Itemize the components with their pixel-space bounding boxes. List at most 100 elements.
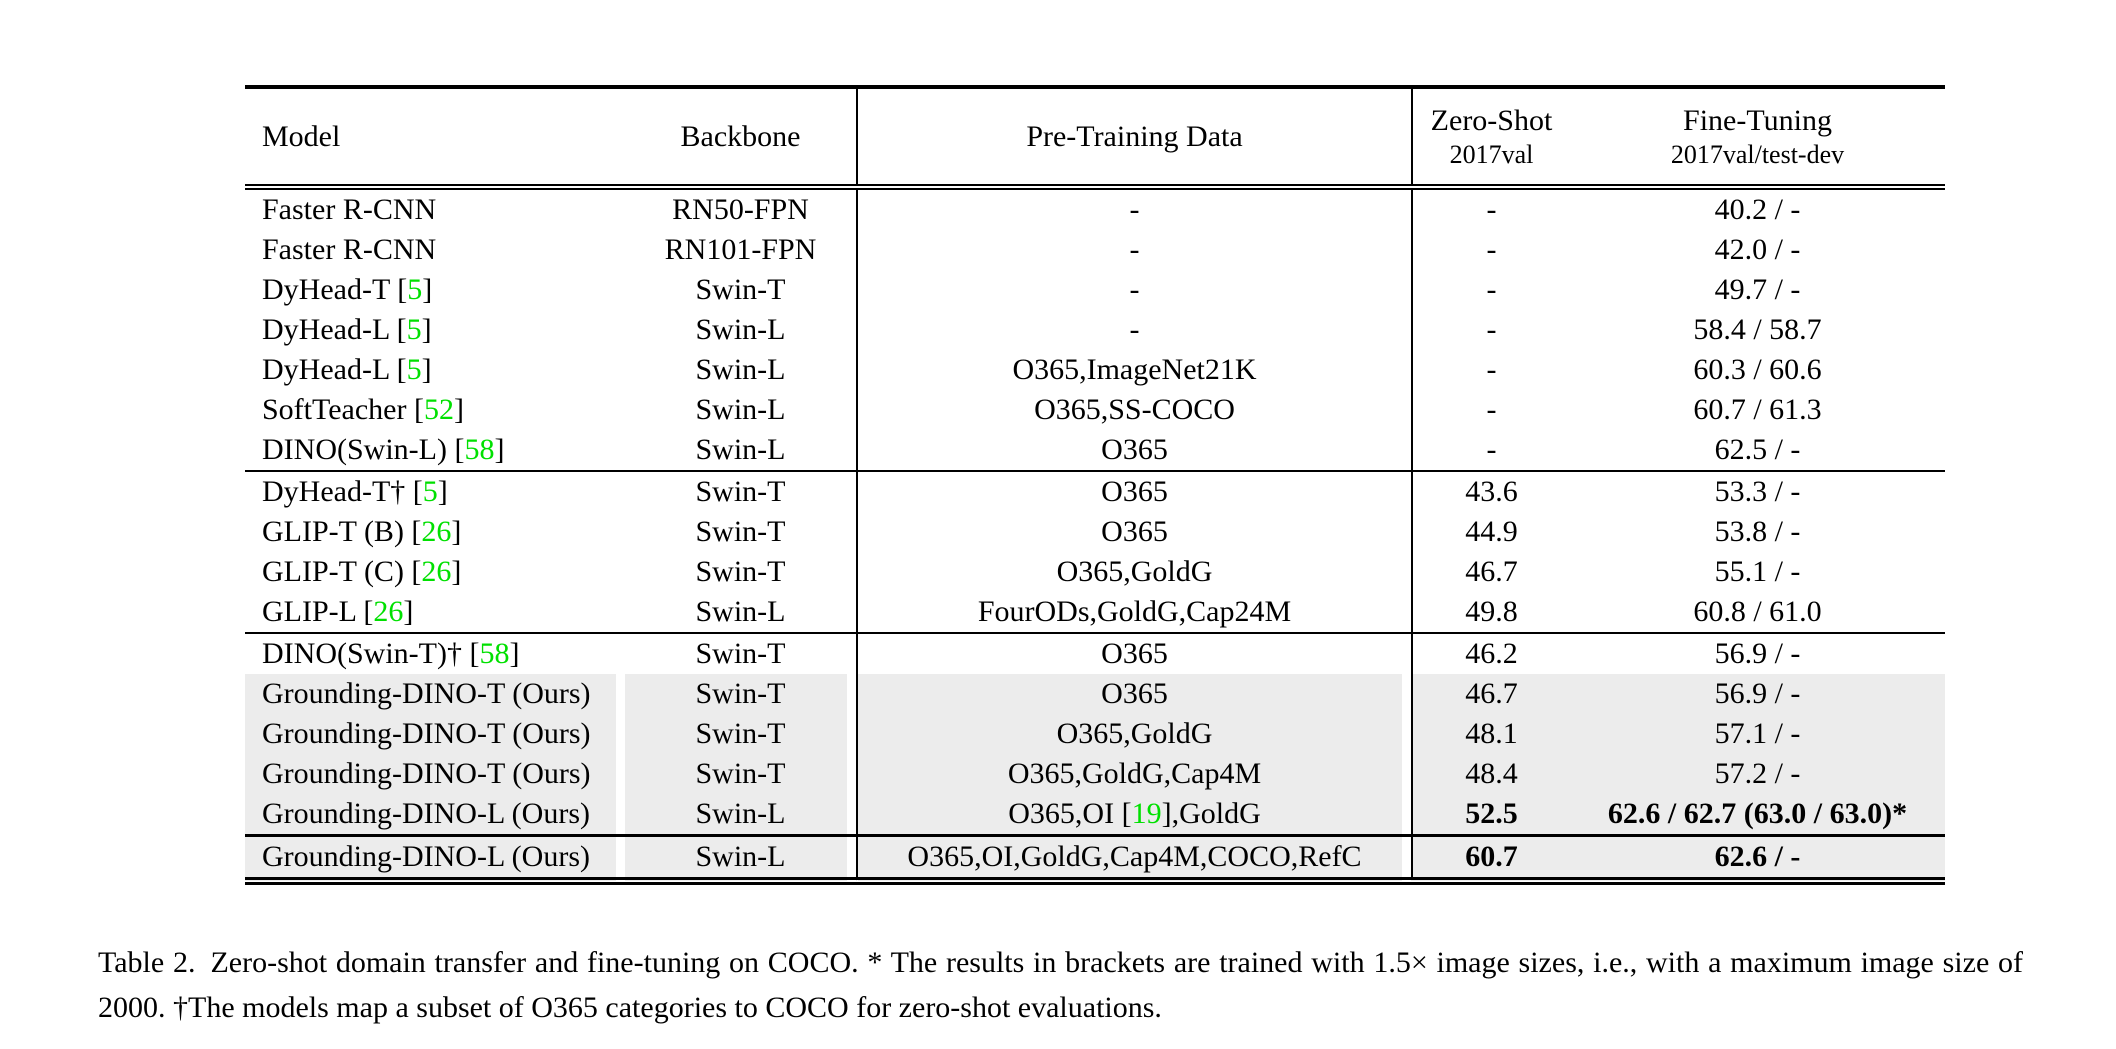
backbone-cell: Swin-L bbox=[695, 595, 786, 628]
zeroshot-cell: 46.2 bbox=[1411, 633, 1570, 674]
table-row: DyHead-L [5] Swin-L - - 58.4 / 58.7 bbox=[245, 310, 1945, 350]
citation-number: 26 bbox=[421, 555, 452, 588]
fine-tuning-sublabel: 2017val/test-dev bbox=[1670, 139, 1845, 169]
citation-number: 5 bbox=[422, 475, 438, 508]
pretrain-cell: O365 bbox=[856, 430, 1412, 471]
backbone-cell: RN101-FPN bbox=[664, 233, 817, 266]
pretrain-cell: O365,OI [19],GoldG bbox=[856, 794, 1412, 836]
pretrain-cell: O365,OI,GoldG,Cap4M,COCO,RefC bbox=[856, 835, 1412, 881]
model-cell: Grounding-DINO-L (Ours) bbox=[245, 794, 625, 836]
table-row: SoftTeacher [52] Swin-L O365,SS-COCO - 60.7 … bbox=[245, 390, 1945, 430]
model-cell: DINO(Swin-L) [58] bbox=[262, 433, 505, 466]
model-cell: DINO(Swin-T)† [58] bbox=[262, 637, 520, 670]
citation-number: 19 bbox=[1131, 797, 1162, 830]
pretrain-cell: O365,GoldG bbox=[856, 714, 1412, 754]
zero-shot-sublabel: 2017val bbox=[1449, 139, 1534, 169]
finetune-cell: 60.3 / 60.6 bbox=[1693, 353, 1822, 386]
table-row: GLIP-T (C) [26] Swin-T O365,GoldG 46.7 55.1 … bbox=[245, 552, 1945, 592]
finetune-cell: 57.2 / - bbox=[1570, 754, 1945, 794]
citation-number: 26 bbox=[373, 595, 404, 628]
model-cell: Faster R-CNN bbox=[262, 233, 437, 266]
table-row: Faster R-CNN RN50-FPN - - 40.2 / - bbox=[245, 187, 1945, 230]
model-cell: Faster R-CNN bbox=[262, 193, 437, 226]
zeroshot-cell: 48.4 bbox=[1411, 754, 1570, 794]
backbone-cell: Swin-T bbox=[625, 714, 857, 754]
backbone-cell: Swin-L bbox=[625, 794, 857, 836]
table-row: Grounding-DINO-T (Ours) Swin-T O365,GoldG 4… bbox=[245, 714, 1945, 754]
zeroshot-cell: 44.9 bbox=[1411, 512, 1570, 552]
model-cell: Grounding-DINO-T (Ours) bbox=[245, 674, 625, 714]
backbone-cell: Swin-T bbox=[625, 674, 857, 714]
column-header-fine-tuning: Fine-Tuning 2017val/test-dev bbox=[1570, 87, 1945, 187]
zeroshot-cell: - bbox=[1411, 350, 1570, 390]
pretrain-cell: O365 bbox=[856, 512, 1412, 552]
zeroshot-cell: 60.7 bbox=[1411, 835, 1570, 881]
pretrain-cell: O365 bbox=[856, 471, 1412, 512]
pretrain-cell: O365 bbox=[856, 674, 1412, 714]
zeroshot-cell: 49.8 bbox=[1411, 592, 1570, 633]
citation-number: 5 bbox=[406, 353, 422, 386]
citation-number: 5 bbox=[407, 273, 423, 306]
model-cell: SoftTeacher [52] bbox=[262, 393, 464, 426]
citation-number: 5 bbox=[406, 313, 422, 346]
backbone-cell: Swin-L bbox=[695, 313, 786, 346]
finetune-cell: 56.9 / - bbox=[1570, 674, 1945, 714]
table-row: Grounding-DINO-L (Ours) Swin-L O365,OI [19… bbox=[245, 794, 1945, 836]
pretrain-cell: O365,GoldG bbox=[856, 552, 1412, 592]
table-row: Grounding-DINO-T (Ours) Swin-T O365 46.7 56.… bbox=[245, 674, 1945, 714]
backbone-cell: Swin-L bbox=[695, 433, 786, 466]
citation-number: 26 bbox=[421, 515, 452, 548]
table-row: Faster R-CNN RN101-FPN - - 42.0 / - bbox=[245, 230, 1945, 270]
pretrain-cell: - bbox=[856, 270, 1412, 310]
pretrain-cell: O365 bbox=[856, 633, 1412, 674]
citation-number: 58 bbox=[479, 637, 510, 670]
zeroshot-cell: 46.7 bbox=[1411, 674, 1570, 714]
zeroshot-cell: - bbox=[1411, 270, 1570, 310]
table-header: Model Backbone Pre-Training Data Zero-Sh… bbox=[245, 87, 1945, 187]
table-section-zero-shot-transfer-baselines: DyHead-T† [5] Swin-T O365 43.6 53.3 / - GLIP-… bbox=[245, 471, 1945, 633]
pretrain-cell: O365,ImageNet21K bbox=[856, 350, 1412, 390]
backbone-cell: Swin-L bbox=[695, 353, 786, 386]
finetune-cell: 57.1 / - bbox=[1570, 714, 1945, 754]
model-cell: DyHead-T† [5] bbox=[262, 475, 448, 508]
pretrain-cell: - bbox=[856, 310, 1412, 350]
model-cell: DyHead-L [5] bbox=[262, 313, 432, 346]
table-row: DINO(Swin-L) [58] Swin-L O365- 62.5 / - bbox=[245, 430, 1945, 471]
results-table: Model Backbone Pre-Training Data Zero-Sh… bbox=[245, 85, 1945, 885]
table-row: GLIP-L [26] Swin-L FourODs,GoldG,Cap24M 49.… bbox=[245, 592, 1945, 633]
finetune-cell: 49.7 / - bbox=[1714, 273, 1801, 306]
model-cell: GLIP-L [26] bbox=[262, 595, 414, 628]
backbone-cell: RN50-FPN bbox=[672, 193, 809, 226]
finetune-cell: 62.6 / 62.7 (63.0 / 63.0)* bbox=[1570, 794, 1945, 836]
backbone-cell: Swin-T bbox=[695, 555, 786, 588]
zeroshot-cell: - bbox=[1411, 230, 1570, 270]
model-cell: DyHead-L [5] bbox=[262, 353, 432, 386]
finetune-cell: 58.4 / 58.7 bbox=[1693, 313, 1822, 346]
table-row: GLIP-T (B) [26] Swin-T O365 44.9 53.8 / - bbox=[245, 512, 1945, 552]
backbone-cell: Swin-T bbox=[695, 273, 786, 306]
finetune-cell: 60.8 / 61.0 bbox=[1693, 595, 1822, 628]
backbone-cell: Swin-T bbox=[695, 475, 786, 508]
column-header-pretraining-data: Pre-Training Data bbox=[856, 87, 1412, 187]
pretrain-cell: FourODs,GoldG,Cap24M bbox=[856, 592, 1412, 633]
table-caption: Table 2. Zero-shot domain transfer and f… bbox=[98, 946, 2023, 1024]
zeroshot-cell: 48.1 bbox=[1411, 714, 1570, 754]
finetune-cell: 62.5 / - bbox=[1714, 433, 1801, 466]
model-cell: GLIP-T (C) [26] bbox=[262, 555, 462, 588]
zeroshot-cell: 52.5 bbox=[1411, 794, 1570, 836]
table-row: DyHead-T [5] Swin-T - - 49.7 / - bbox=[245, 270, 1945, 310]
citation-number: 58 bbox=[464, 433, 495, 466]
table-row: Grounding-DINO-L (Ours) Swin-L O365,OI,Gol… bbox=[245, 835, 1945, 881]
finetune-cell: 62.6 / - bbox=[1570, 835, 1945, 881]
table-section-grounding-dino-results: DINO(Swin-T)† [58] Swin-T O365 46.2 56.9 / -… bbox=[245, 633, 1945, 836]
table-row: DyHead-L [5] Swin-L O365,ImageNet21K - 60.3 … bbox=[245, 350, 1945, 390]
backbone-cell: Swin-T bbox=[625, 754, 857, 794]
finetune-cell: 40.2 / - bbox=[1714, 193, 1801, 226]
column-header-backbone: Backbone bbox=[680, 119, 801, 153]
backbone-cell: Swin-L bbox=[695, 393, 786, 426]
model-cell: Grounding-DINO-L (Ours) bbox=[245, 835, 625, 881]
backbone-cell: Swin-T bbox=[695, 515, 786, 548]
zeroshot-cell: - bbox=[1411, 390, 1570, 430]
column-header-zero-shot: Zero-Shot 2017val bbox=[1411, 87, 1570, 187]
finetune-cell: 53.8 / - bbox=[1714, 515, 1801, 548]
